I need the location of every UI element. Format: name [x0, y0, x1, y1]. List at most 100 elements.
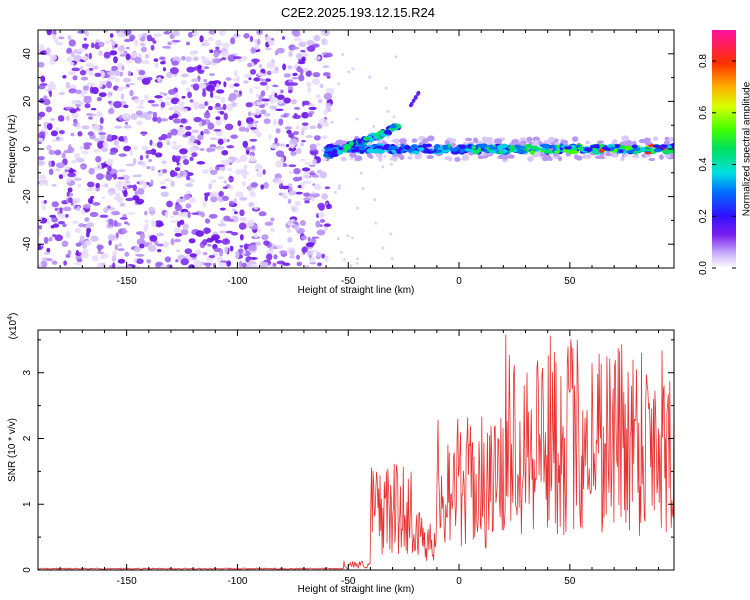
noise-blob: [289, 249, 295, 257]
noise-blob: [54, 149, 62, 156]
noise-blob: [290, 205, 297, 209]
noise-blob: [253, 58, 258, 65]
noise-blob: [38, 225, 43, 230]
noise-blob: [146, 259, 152, 264]
noise-blob: [215, 83, 220, 90]
noise-blob: [175, 259, 179, 263]
carrier-core: [425, 150, 435, 154]
carrier-core: [531, 145, 539, 151]
noise-blob: [157, 248, 162, 253]
noise-blob: [254, 241, 262, 247]
bottom-y-axis: 0 1 2 3: [22, 339, 674, 573]
faint-blob: [347, 70, 351, 74]
noise-blob: [243, 164, 248, 170]
noise-blob: [38, 61, 45, 68]
noise-blob: [144, 53, 150, 59]
noise-blob: [38, 111, 46, 118]
noise-blob: [84, 224, 92, 228]
carrier-halo: [451, 138, 457, 142]
carrier-core: [513, 144, 522, 150]
noise-blob: [146, 166, 151, 170]
sideband-blob: [389, 124, 397, 129]
noise-blob: [89, 211, 99, 218]
noise-blob: [71, 112, 79, 119]
noise-blob: [75, 89, 82, 95]
noise-blob: [163, 31, 171, 35]
noise-blob: [83, 37, 87, 41]
carrier-halo: [659, 154, 664, 160]
noise-blob: [166, 141, 171, 146]
noise-blob: [289, 255, 296, 259]
carrier-halo: [631, 154, 640, 159]
noise-blob: [243, 33, 250, 39]
noise-blob: [193, 116, 202, 123]
noise-blob: [106, 134, 113, 141]
noise-blob: [119, 53, 127, 57]
noise-blob: [276, 244, 284, 250]
noise-blob: [218, 190, 224, 197]
noise-blob: [130, 113, 138, 121]
noise-blob: [301, 139, 306, 143]
noise-blob: [256, 101, 263, 106]
noise-blob: [169, 67, 179, 75]
noise-blob: [136, 238, 146, 246]
noise-blob: [266, 61, 276, 69]
noise-blob: [73, 48, 78, 54]
noise-blob: [100, 146, 109, 153]
noise-blob: [282, 262, 291, 266]
noise-blob: [133, 39, 139, 47]
noise-blob: [97, 262, 102, 268]
noise-blob: [290, 151, 297, 156]
faint-blob: [350, 157, 354, 161]
noise-blob: [72, 75, 78, 81]
noise-blob: [48, 236, 53, 242]
carrier-halo: [643, 137, 652, 143]
bottom-y-tick-label: 2: [22, 435, 33, 441]
noise-blob: [219, 207, 226, 211]
noise-blob: [51, 183, 57, 187]
noise-blob: [282, 195, 288, 200]
carrier-halo: [378, 155, 383, 162]
noise-blob: [105, 160, 114, 165]
noise-blob: [196, 161, 206, 165]
sideband-blob: [348, 140, 354, 147]
noise-blob: [295, 254, 301, 260]
bottom-x-tick-label: -50: [341, 576, 356, 587]
noise-blob: [172, 210, 179, 216]
noise-blob: [154, 220, 164, 228]
carrier-core: [387, 146, 397, 150]
noise-blob: [209, 169, 218, 175]
noise-blob: [242, 250, 246, 255]
noise-blob: [237, 248, 244, 255]
faint-blob: [356, 206, 360, 210]
noise-blob: [123, 135, 128, 141]
noise-blob: [117, 46, 125, 52]
noise-blob: [299, 142, 305, 147]
noise-blob: [255, 93, 260, 98]
noise-blob: [81, 242, 88, 249]
top-y-tick-label: -20: [22, 189, 33, 204]
noise-blob: [308, 112, 313, 118]
noise-blob: [203, 111, 211, 119]
noise-blob: [162, 45, 171, 49]
noise-blob: [233, 83, 240, 87]
noise-blob: [92, 123, 101, 131]
noise-blob: [160, 186, 167, 189]
noise-blob: [65, 230, 71, 239]
noise-blob: [62, 74, 67, 79]
colorbar-tick-label: 0.4: [698, 157, 709, 171]
noise-blob: [279, 143, 286, 147]
noise-blob: [76, 258, 83, 263]
noise-blob: [189, 156, 194, 162]
noise-blob: [302, 180, 312, 185]
noise-blob: [112, 172, 117, 180]
noise-blob: [299, 158, 306, 162]
noise-blob: [38, 141, 42, 145]
noise-blob: [227, 218, 234, 222]
noise-blob: [227, 168, 233, 172]
noise-blob: [166, 71, 173, 79]
noise-blob: [125, 46, 130, 50]
noise-blob: [166, 200, 173, 208]
noise-blob: [296, 261, 303, 267]
noise-blob: [137, 174, 142, 178]
